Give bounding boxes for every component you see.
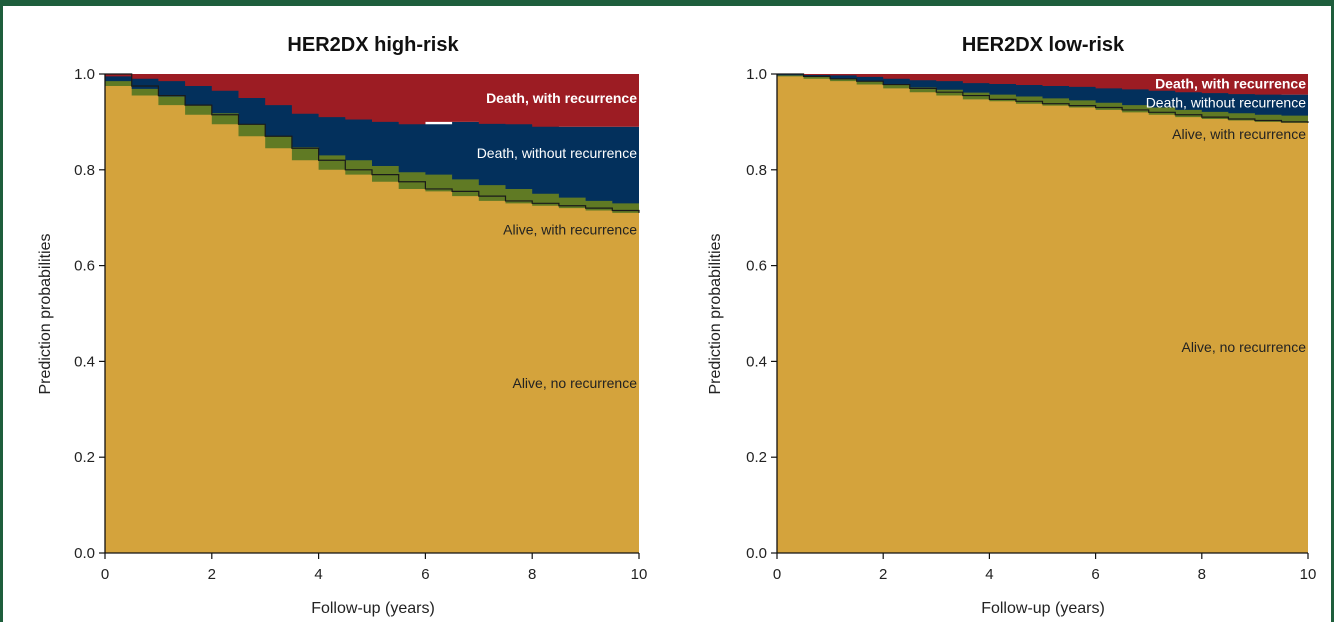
x-axis-label: Follow-up (years) [311, 600, 435, 617]
y-tick-label: 0.8 [74, 162, 95, 179]
x-tick-label: 2 [208, 566, 216, 583]
chart-panel-high-risk: HER2DX high-risk 0.0 0.2 0.4 0.6 0.8 1.0 0 2 4 6 8… [37, 34, 647, 617]
y-tick-label: 0.2 [74, 449, 95, 466]
x-tick-label: 10 [631, 566, 648, 583]
x-axis-label: Follow-up (years) [981, 600, 1105, 617]
area-death-without-recurrence [105, 74, 639, 204]
y-tick-label: 0.0 [74, 545, 95, 562]
y-tick-label: 0.4 [74, 353, 95, 370]
area-label-death-with-recurrence: Death, with recurrence [1155, 76, 1306, 92]
y-tick-label: 0.6 [746, 258, 767, 275]
area-labels: Death, with recurrence Death, without rec… [477, 90, 638, 391]
x-tick-label: 8 [1198, 566, 1206, 583]
stacked-areas [105, 73, 640, 553]
y-axis-label: Prediction probabilities [37, 234, 54, 395]
y-tick-label: 1.0 [74, 66, 95, 83]
chart-panel-low-risk: HER2DX low-risk 0.0 0.2 0.4 0.6 0.8 1.0 0 2 4 6 8 1… [707, 34, 1316, 617]
x-tick-label: 6 [1091, 566, 1099, 583]
y-tick-label: 0.4 [746, 353, 767, 370]
x-tick-label: 0 [773, 566, 781, 583]
area-label-death-without-recurrence: Death, without recurrence [477, 145, 638, 161]
area-label-death-without-recurrence: Death, without recurrence [1146, 95, 1307, 111]
axes: 0.0 0.2 0.4 0.6 0.8 1.0 0 2 4 6 8 10 [74, 66, 647, 583]
survival-step-line [105, 73, 640, 213]
area-death-with-recurrence [105, 74, 639, 127]
chart-title: HER2DX low-risk [962, 34, 1125, 56]
area-label-alive-with-recurrence: Alive, with recurrence [503, 222, 637, 238]
stacked-areas [777, 73, 1309, 553]
x-tick-label: 6 [421, 566, 429, 583]
survival-step-line [777, 73, 1309, 123]
area-label-death-with-recurrence: Death, with recurrence [486, 90, 637, 106]
area-death-with-recurrence [777, 74, 1308, 95]
area-label-alive-no-recurrence: Alive, no recurrence [1181, 339, 1306, 355]
x-tick-label: 10 [1300, 566, 1317, 583]
y-axis-label: Prediction probabilities [707, 234, 724, 395]
x-tick-label: 8 [528, 566, 536, 583]
area-alive-no-recurrence [105, 74, 639, 553]
area-labels: Death, with recurrence Death, without rec… [1146, 76, 1307, 355]
y-tick-label: 1.0 [746, 66, 767, 83]
y-tick-label: 0.2 [746, 449, 767, 466]
y-tick-label: 0.8 [746, 162, 767, 179]
area-alive-no-recurrence [777, 74, 1308, 553]
axes: 0.0 0.2 0.4 0.6 0.8 1.0 0 2 4 6 8 10 [746, 66, 1316, 583]
y-tick-label: 0.6 [74, 258, 95, 275]
y-tick-label: 0.0 [746, 545, 767, 562]
x-tick-label: 4 [985, 566, 993, 583]
area-label-alive-with-recurrence: Alive, with recurrence [1172, 126, 1306, 142]
x-tick-label: 2 [879, 566, 887, 583]
x-tick-label: 0 [101, 566, 109, 583]
chart-title: HER2DX high-risk [287, 34, 459, 56]
x-tick-label: 4 [314, 566, 322, 583]
area-label-alive-no-recurrence: Alive, no recurrence [512, 375, 637, 391]
